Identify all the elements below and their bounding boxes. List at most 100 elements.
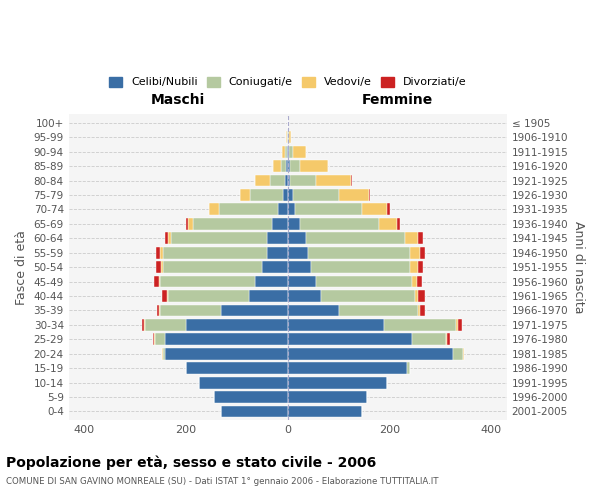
Bar bbox=[186, 362, 287, 374]
Bar bbox=[316, 174, 352, 186]
Bar bbox=[268, 232, 287, 244]
Bar bbox=[397, 218, 400, 230]
Bar bbox=[274, 160, 281, 172]
Bar bbox=[240, 189, 250, 201]
Bar bbox=[287, 304, 338, 316]
Bar bbox=[168, 232, 170, 244]
Bar bbox=[287, 204, 295, 216]
Bar bbox=[287, 174, 290, 186]
Bar bbox=[456, 319, 458, 331]
Bar bbox=[287, 276, 316, 287]
Bar bbox=[415, 290, 418, 302]
Text: Maschi: Maschi bbox=[151, 93, 205, 107]
Bar bbox=[418, 290, 425, 302]
Bar bbox=[157, 304, 160, 316]
Bar bbox=[188, 218, 193, 230]
Text: COMUNE DI SAN GAVINO MONREALE (SU) - Dati ISTAT 1° gennaio 2006 - Elaborazione T: COMUNE DI SAN GAVINO MONREALE (SU) - Dat… bbox=[6, 478, 439, 486]
Bar bbox=[416, 276, 422, 287]
Bar bbox=[287, 261, 311, 273]
Bar bbox=[418, 232, 422, 244]
Bar bbox=[160, 247, 163, 258]
Bar bbox=[221, 304, 287, 316]
Bar bbox=[281, 160, 286, 172]
Bar bbox=[316, 276, 412, 287]
Bar bbox=[209, 204, 219, 216]
Bar bbox=[447, 334, 449, 345]
Bar bbox=[407, 362, 410, 374]
Bar bbox=[287, 189, 293, 201]
Bar bbox=[301, 160, 328, 172]
Bar bbox=[285, 174, 287, 186]
Bar bbox=[385, 319, 456, 331]
Bar bbox=[287, 319, 385, 331]
Bar bbox=[250, 189, 283, 201]
Bar bbox=[286, 160, 287, 172]
Bar bbox=[270, 174, 285, 186]
Bar bbox=[379, 218, 397, 230]
Text: Femmine: Femmine bbox=[362, 93, 433, 107]
Bar bbox=[142, 319, 144, 331]
Bar bbox=[293, 189, 338, 201]
Bar bbox=[154, 334, 155, 345]
Bar bbox=[163, 261, 262, 273]
Bar bbox=[155, 334, 166, 345]
Bar bbox=[287, 348, 453, 360]
Bar bbox=[369, 189, 370, 201]
Bar bbox=[254, 174, 270, 186]
Bar bbox=[287, 247, 308, 258]
Text: Popolazione per età, sesso e stato civile - 2006: Popolazione per età, sesso e stato civil… bbox=[6, 455, 376, 469]
Bar bbox=[387, 204, 389, 216]
Bar bbox=[418, 304, 420, 316]
Bar bbox=[311, 261, 410, 273]
Bar bbox=[193, 218, 272, 230]
Bar bbox=[290, 160, 301, 172]
Bar bbox=[305, 232, 405, 244]
Bar bbox=[283, 189, 287, 201]
Bar bbox=[290, 174, 316, 186]
Bar bbox=[287, 218, 301, 230]
Y-axis label: Anni di nascita: Anni di nascita bbox=[572, 221, 585, 314]
Bar bbox=[287, 376, 387, 388]
Bar bbox=[166, 334, 287, 345]
Bar bbox=[186, 319, 287, 331]
Bar bbox=[287, 362, 407, 374]
Bar bbox=[160, 276, 254, 287]
Bar bbox=[145, 319, 186, 331]
Bar bbox=[287, 391, 367, 403]
Bar bbox=[221, 406, 287, 417]
Bar bbox=[160, 304, 221, 316]
Bar bbox=[410, 247, 420, 258]
Bar bbox=[154, 276, 159, 287]
Bar bbox=[295, 204, 362, 216]
Bar bbox=[166, 232, 168, 244]
Bar bbox=[453, 348, 463, 360]
Bar bbox=[161, 261, 163, 273]
Bar bbox=[418, 261, 422, 273]
Legend: Celibi/Nubili, Coniugati/e, Vedovi/e, Divorziati/e: Celibi/Nubili, Coniugati/e, Vedovi/e, Di… bbox=[104, 72, 471, 92]
Bar bbox=[282, 146, 284, 158]
Bar bbox=[287, 290, 321, 302]
Bar bbox=[162, 290, 167, 302]
Bar bbox=[287, 334, 412, 345]
Bar bbox=[144, 319, 145, 331]
Bar bbox=[412, 334, 446, 345]
Bar bbox=[287, 132, 289, 143]
Bar bbox=[362, 204, 387, 216]
Bar bbox=[458, 319, 463, 331]
Bar bbox=[446, 334, 447, 345]
Bar bbox=[338, 304, 418, 316]
Bar bbox=[163, 348, 166, 360]
Bar bbox=[287, 232, 305, 244]
Bar bbox=[289, 132, 291, 143]
Bar bbox=[410, 261, 418, 273]
Bar bbox=[254, 276, 287, 287]
Bar bbox=[293, 146, 305, 158]
Bar bbox=[412, 276, 416, 287]
Bar bbox=[250, 290, 287, 302]
Bar bbox=[420, 247, 425, 258]
Bar bbox=[420, 304, 425, 316]
Bar bbox=[289, 146, 293, 158]
Bar bbox=[321, 290, 415, 302]
Bar bbox=[338, 189, 369, 201]
Bar bbox=[159, 276, 160, 287]
